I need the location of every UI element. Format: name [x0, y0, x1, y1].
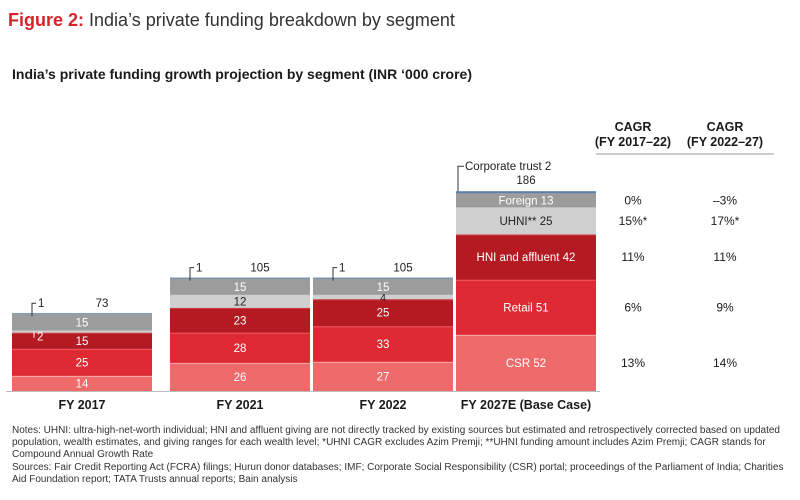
- bar-segment-edge-hni: [12, 332, 152, 334]
- bar-segment-corporate: [170, 277, 310, 279]
- data-label-hni: HNI and affluent 42: [477, 252, 576, 264]
- bar-segment-csr: [12, 375, 152, 391]
- data-label-corporate: 1: [339, 263, 345, 275]
- cagr-value-csr: 13%: [621, 356, 645, 370]
- bar-segment-csr: [456, 334, 596, 391]
- data-label-uhni: UHNI** 25: [499, 216, 552, 228]
- bar-segment-hni: [170, 307, 310, 333]
- bar-segment-uhni: [12, 330, 152, 333]
- data-label-foreign: 15: [377, 282, 390, 294]
- cagr-value-foreign: –3%: [713, 193, 737, 207]
- callout-line-corporate: [189, 267, 194, 281]
- cagr-value-uhni: 17%*: [711, 214, 740, 228]
- callout-line-corporate: [457, 165, 464, 192]
- bar-total: 105: [393, 263, 412, 275]
- bar-segment-uhni: [313, 294, 453, 300]
- bar-segment-retail: [170, 332, 310, 363]
- bar-segment-edge-retail: [313, 326, 453, 328]
- data-label-foreign: Foreign 13: [499, 195, 554, 207]
- figure-title: Figure 2: India’s private funding breakd…: [8, 10, 455, 31]
- data-label-hni: 23: [234, 315, 247, 327]
- bar-segment-corporate: [313, 277, 453, 279]
- cagr-value-retail: 9%: [716, 300, 734, 314]
- bar-total: 186: [516, 175, 535, 187]
- bar-segment-foreign: [313, 278, 453, 295]
- cagr-header: CAGR: [615, 120, 652, 134]
- data-label-csr: CSR 52: [506, 358, 546, 370]
- data-label-uhni: 4: [380, 292, 386, 304]
- notes-block: Notes: UHNI: ultra-high-net-worth indivi…: [12, 425, 788, 486]
- data-label-retail: 28: [234, 343, 247, 355]
- bar-segment-edge-retail: [12, 348, 152, 351]
- bar-segment-edge-csr: [456, 334, 596, 337]
- x-tick-label: FY 2022: [359, 398, 406, 412]
- bar-segment-corporate: [12, 313, 152, 315]
- sources-text: Sources: Fair Credit Reporting Act (FCRA…: [12, 461, 784, 485]
- x-tick-label: FY 2017: [58, 398, 105, 412]
- bar-segment-foreign: [456, 193, 596, 208]
- bar-segment-retail: [12, 348, 152, 376]
- bar-segment-retail: [456, 279, 596, 335]
- cagr-value-csr: 14%: [713, 356, 737, 370]
- bar-segment-edge-hni: [313, 299, 453, 301]
- cagr-value-hni: 11%: [621, 250, 644, 264]
- bar-segment-csr: [313, 361, 453, 391]
- x-tick-label: FY 2027E (Base Case): [461, 398, 591, 412]
- data-label-uhni: 2: [37, 332, 43, 344]
- bar-segment-uhni: [170, 294, 310, 308]
- bar-segment-edge-csr: [170, 362, 310, 365]
- data-label-foreign: 15: [234, 282, 247, 294]
- data-label-retail: Retail 51: [503, 302, 548, 314]
- bar-segment-corporate: [456, 191, 596, 194]
- cagr-header-period: (FY 2022–27): [687, 135, 763, 149]
- data-label-corporate: Corporate trust 2: [465, 161, 551, 173]
- chart-title: India’s private funding growth projectio…: [12, 66, 472, 82]
- figure-label: Figure 2:: [8, 10, 85, 30]
- bar-total: 105: [250, 263, 269, 275]
- bar-segment-edge-retail: [170, 332, 310, 334]
- bar-segment-edge-hni: [456, 234, 596, 236]
- data-label-retail: 25: [76, 357, 89, 369]
- bar-segment-hni: [456, 234, 596, 280]
- data-label-hni: 25: [377, 308, 390, 320]
- bar-segment-hni: [12, 332, 152, 349]
- callout-line-corporate: [332, 267, 337, 281]
- bar-segment-hni: [313, 299, 453, 327]
- cagr-header-period: (FY 2017–22): [595, 135, 671, 149]
- data-label-retail: 33: [377, 339, 390, 351]
- data-label-csr: 26: [234, 372, 247, 384]
- data-label-corporate: 1: [196, 263, 202, 275]
- cagr-value-foreign: 0%: [624, 193, 642, 207]
- figure-title-text: India’s private funding breakdown by seg…: [89, 10, 455, 30]
- data-label-foreign: 15: [76, 317, 89, 329]
- bar-segment-retail: [313, 326, 453, 362]
- bar-segment-edge-csr: [313, 361, 453, 364]
- bar-total: 73: [96, 298, 109, 310]
- data-label-corporate: 1: [38, 298, 44, 310]
- cagr-value-uhni: 15%*: [619, 214, 648, 228]
- bar-segment-edge-hni: [170, 307, 310, 310]
- bar-segment-foreign: [12, 314, 152, 331]
- bar-segment-uhni: [456, 207, 596, 235]
- cagr-header: CAGR: [707, 120, 744, 134]
- cagr-value-hni: 11%: [713, 250, 736, 264]
- callout-line-corporate: [31, 302, 36, 317]
- data-label-csr: 14: [76, 378, 89, 390]
- notes-text: Notes: UHNI: ultra-high-net-worth indivi…: [12, 425, 780, 461]
- bar-segment-csr: [170, 362, 310, 391]
- bar-segment-edge-csr: [12, 375, 152, 378]
- x-tick-label: FY 2021: [216, 398, 263, 412]
- data-label-csr: 27: [377, 371, 390, 383]
- bar-segment-foreign: [170, 278, 310, 295]
- cagr-value-retail: 6%: [624, 300, 642, 314]
- data-label-hni: 15: [76, 336, 89, 348]
- data-label-uhni: 12: [234, 296, 247, 308]
- bar-segment-edge-retail: [456, 279, 596, 281]
